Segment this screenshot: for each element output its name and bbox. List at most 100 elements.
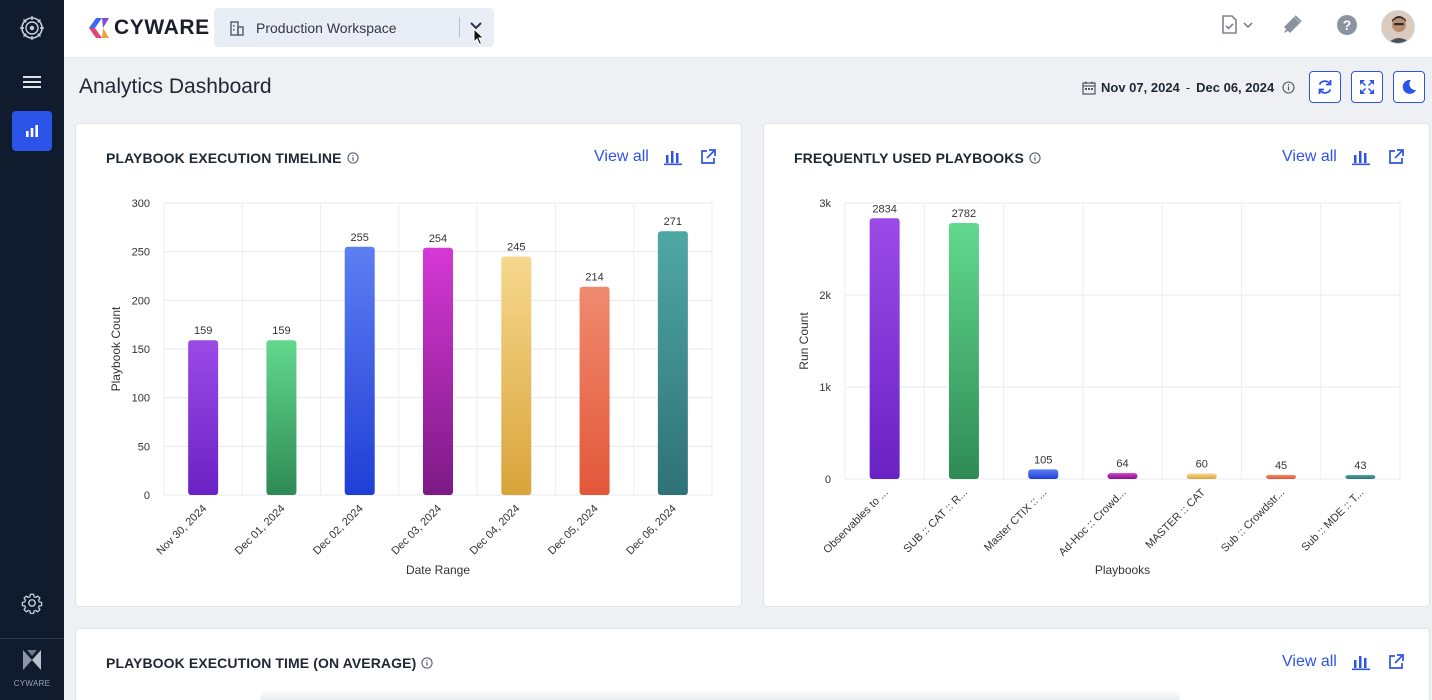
card-actions: View all — [1282, 653, 1405, 671]
bar-chart-icon — [26, 125, 38, 137]
workspace-divider — [459, 17, 460, 37]
x-tick-label: Ad-Hoc :: Crowd... — [1057, 487, 1129, 559]
data-label: 271 — [664, 216, 682, 228]
y-tick-label: 3k — [819, 198, 831, 210]
date-range-separator: - — [1185, 80, 1191, 95]
x-tick-label: Dec 04, 2024 — [468, 503, 523, 558]
info-icon[interactable] — [1282, 81, 1295, 94]
info-icon[interactable] — [346, 152, 359, 164]
y-tick-label: 0 — [144, 490, 150, 502]
export-icon[interactable] — [699, 148, 717, 166]
bar — [657, 231, 688, 495]
data-label: 64 — [1116, 458, 1128, 470]
y-tick-label: 1k — [819, 382, 831, 394]
brand-name: CYWARE — [114, 16, 210, 39]
bar — [579, 286, 610, 495]
cyware-ring-logo-icon[interactable] — [12, 8, 52, 48]
card-title-text: PLAYBOOK EXECUTION TIMELINE — [106, 150, 342, 166]
x-tick-label: Dec 02, 2024 — [311, 503, 366, 558]
x-tick-label: Master CTIX :: ... — [982, 487, 1049, 554]
refresh-icon — [1318, 80, 1332, 94]
data-label: 159 — [272, 325, 290, 337]
building-icon — [230, 20, 244, 36]
y-tick-label: 50 — [138, 441, 150, 453]
bar — [1266, 474, 1297, 479]
gear-icon[interactable] — [12, 583, 52, 623]
bar — [1107, 473, 1138, 479]
data-label: 214 — [585, 272, 603, 284]
megaphone-icon[interactable] — [1281, 14, 1303, 36]
dark-mode-button[interactable] — [1393, 71, 1425, 103]
x-tick-label: Nov 30, 2024 — [155, 503, 210, 558]
x-tick-label: Dec 05, 2024 — [546, 503, 601, 558]
playbook-execution-time-card: PLAYBOOK EXECUTION TIME (ON AVERAGE) Vie… — [75, 628, 1430, 700]
help-icon[interactable]: ? — [1336, 14, 1358, 36]
cyware-logo-icon — [89, 18, 109, 38]
workspace-label: Production Workspace — [256, 19, 397, 36]
bar — [948, 223, 979, 479]
x-axis-title: Playbooks — [1095, 563, 1150, 577]
info-icon[interactable] — [1029, 152, 1041, 164]
sidebar-item-analytics[interactable] — [12, 111, 52, 151]
bar-chart-icon[interactable] — [1351, 653, 1371, 671]
info-icon[interactable] — [421, 657, 433, 669]
export-icon[interactable] — [1387, 653, 1405, 671]
bar — [1345, 475, 1376, 479]
x-tick-label: Sub :: Crowdstr... — [1219, 487, 1287, 555]
x-tick-label: Sub :: MDE :: T... — [1299, 487, 1366, 554]
view-all-link[interactable]: View all — [594, 148, 649, 165]
bar — [266, 340, 297, 495]
brand-logo[interactable]: CYWARE — [88, 16, 210, 40]
topbar: CYWARE Production Workspace ? — [64, 0, 1432, 58]
card-title-text: FREQUENTLY USED PLAYBOOKS — [794, 150, 1024, 166]
document-menu-button[interactable] — [1220, 14, 1254, 36]
y-tick-label: 300 — [132, 198, 150, 210]
export-icon[interactable] — [1387, 148, 1405, 166]
data-label: 45 — [1275, 460, 1287, 472]
hamburger-menu-icon[interactable] — [12, 62, 52, 102]
frequently-used-playbooks-card: FREQUENTLY USED PLAYBOOKS View all 0 1k 2k… — [763, 123, 1430, 607]
fullscreen-button[interactable] — [1351, 71, 1383, 103]
date-range-start: Nov 07, 2024 — [1101, 80, 1180, 95]
y-tick-label: 150 — [132, 344, 150, 356]
x-tick-label: Observables to ... — [821, 487, 890, 556]
date-range-picker[interactable]: Nov 07, 2024 - Dec 06, 2024 — [1082, 80, 1295, 95]
bar — [869, 218, 900, 479]
view-all-link[interactable]: View all — [1282, 653, 1337, 670]
card-title: PLAYBOOK EXECUTION TIME (ON AVERAGE) — [106, 655, 433, 671]
sidebar-brand: CYWARE — [0, 648, 64, 688]
bar — [344, 246, 375, 495]
view-all-link[interactable]: View all — [1282, 148, 1337, 165]
card-title: FREQUENTLY USED PLAYBOOKS — [794, 150, 1041, 166]
chart-svg: 0 50 100 150 200 250 300 159 Nov 30, 2024 159 Dec … — [109, 198, 713, 577]
calendar-icon — [1082, 81, 1096, 95]
y-axis-title: Run Count — [797, 312, 811, 370]
y-tick-label: 0 — [825, 474, 831, 486]
cyware-logo-icon — [23, 650, 41, 670]
refresh-button[interactable] — [1309, 71, 1341, 103]
bar-chart-icon[interactable] — [1351, 148, 1371, 166]
workspace-selector[interactable]: Production Workspace — [214, 8, 494, 47]
y-tick-label: 100 — [132, 393, 150, 405]
x-axis-title: Date Range — [406, 563, 470, 577]
chevron-down-icon[interactable] — [468, 18, 484, 34]
bar-chart-icon[interactable] — [663, 148, 683, 166]
x-tick-label: SUB :: CAT :: R... — [901, 487, 970, 556]
card-title-text: PLAYBOOK EXECUTION TIME (ON AVERAGE) — [106, 655, 417, 671]
date-range-end: Dec 06, 2024 — [1196, 80, 1275, 95]
data-label: 254 — [429, 233, 447, 245]
sidebar-divider — [0, 638, 64, 639]
x-tick-label: Dec 06, 2024 — [624, 503, 679, 558]
data-label: 159 — [194, 325, 212, 337]
avatar[interactable] — [1381, 10, 1415, 44]
data-label: 2834 — [872, 203, 896, 215]
card-title: PLAYBOOK EXECUTION TIMELINE — [106, 150, 359, 166]
data-label: 60 — [1196, 458, 1208, 470]
card-actions: View all — [594, 148, 717, 166]
data-label: 255 — [351, 232, 369, 244]
data-label: 43 — [1354, 460, 1366, 472]
document-check-icon — [1222, 15, 1237, 34]
svg-text:?: ? — [1343, 17, 1352, 33]
bar — [188, 340, 219, 495]
